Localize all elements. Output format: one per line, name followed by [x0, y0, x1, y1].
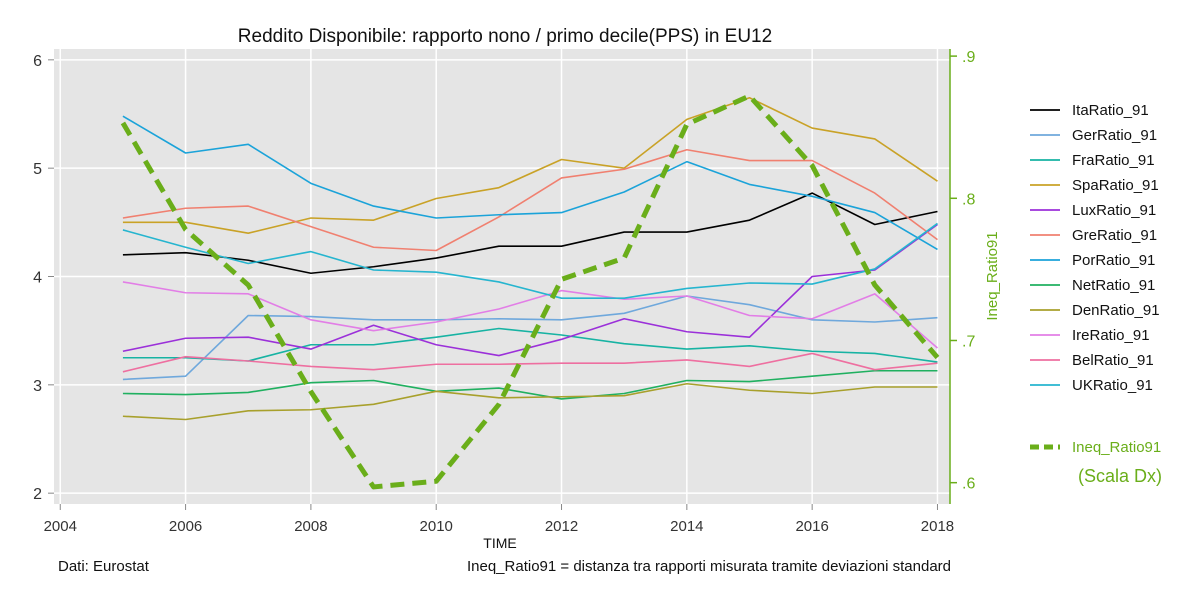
series-line-ItaRatio_91 — [122, 192, 938, 275]
legend-label: FraRatio_91 — [1072, 152, 1155, 169]
y2-tick-label: .7 — [962, 333, 975, 350]
x-tick-label: 2008 — [294, 518, 327, 535]
legend-note: (Scala Dx) — [1078, 466, 1162, 486]
x-axis-label: TIME — [483, 535, 516, 551]
x-tick-label: 2006 — [169, 518, 202, 535]
legend-label: BelRatio_91 — [1072, 352, 1154, 369]
legend-label: PorRatio_91 — [1072, 252, 1155, 269]
x-tick-label: 2014 — [670, 518, 703, 535]
legend-label: GreRatio_91 — [1072, 227, 1157, 244]
legend-label: UKRatio_91 — [1072, 377, 1153, 394]
legend-label: ItaRatio_91 — [1072, 102, 1149, 119]
y2-axis-label: Ineq_Ratio91 — [984, 231, 1001, 320]
x-tick-label: 2016 — [795, 518, 828, 535]
footnote-definition: Ineq_Ratio91 = distanza tra rapporti mis… — [467, 558, 951, 575]
series-line-FraRatio_91 — [122, 327, 938, 363]
y2-tick-label: .8 — [962, 191, 975, 208]
legend-label: IreRatio_91 — [1072, 327, 1150, 344]
y-tick-label: 2 — [33, 486, 42, 503]
x-tick-label: 2010 — [420, 518, 453, 535]
chart-title: Reddito Disponibile: rapporto nono / pri… — [238, 26, 772, 47]
series-line-PorRatio_91 — [122, 115, 938, 251]
y-tick-label: 5 — [33, 161, 42, 178]
legend-label: LuxRatio_91 — [1072, 202, 1156, 219]
legend-label: NetRatio_91 — [1072, 277, 1155, 294]
grid-lines — [54, 49, 950, 504]
legend-label: SpaRatio_91 — [1072, 177, 1159, 194]
legend: ItaRatio_91 GerRatio_91 FraRatio_91 SpaRati… — [1030, 102, 1162, 486]
series-line-UKRatio_91 — [122, 222, 938, 299]
y-tick-label: 4 — [33, 270, 42, 287]
y2-tick-label: .6 — [962, 476, 975, 493]
legend-label: Ineq_Ratio91 — [1072, 439, 1161, 456]
series-line-GreRatio_91 — [122, 148, 938, 252]
y-tick-label: 6 — [33, 53, 42, 70]
series-line-NetRatio_91 — [122, 369, 938, 400]
legend-label: GerRatio_91 — [1072, 127, 1157, 144]
x-tick-label: 2018 — [921, 518, 954, 535]
x-tick-label: 2004 — [44, 518, 77, 535]
series-line-SpaRatio_91 — [122, 96, 938, 234]
series-line-BelRatio_91 — [122, 352, 938, 373]
footnote-source: Dati: Eurostat — [58, 558, 150, 575]
series-line-Ineq_Ratio91 — [120, 93, 940, 490]
legend-label: DenRatio_91 — [1072, 302, 1160, 319]
y2-tick-label: .9 — [962, 49, 975, 66]
series-line-GerRatio_91 — [122, 295, 938, 381]
series-lines — [120, 93, 940, 490]
series-line-DenRatio_91 — [122, 382, 938, 421]
x-tick-label: 2012 — [545, 518, 578, 535]
y-tick-label: 3 — [33, 378, 42, 395]
axes: 2004 2006 2008 2010 2012 2014 2016 2018 2 3 4 5 6 .6.… — [33, 49, 975, 535]
